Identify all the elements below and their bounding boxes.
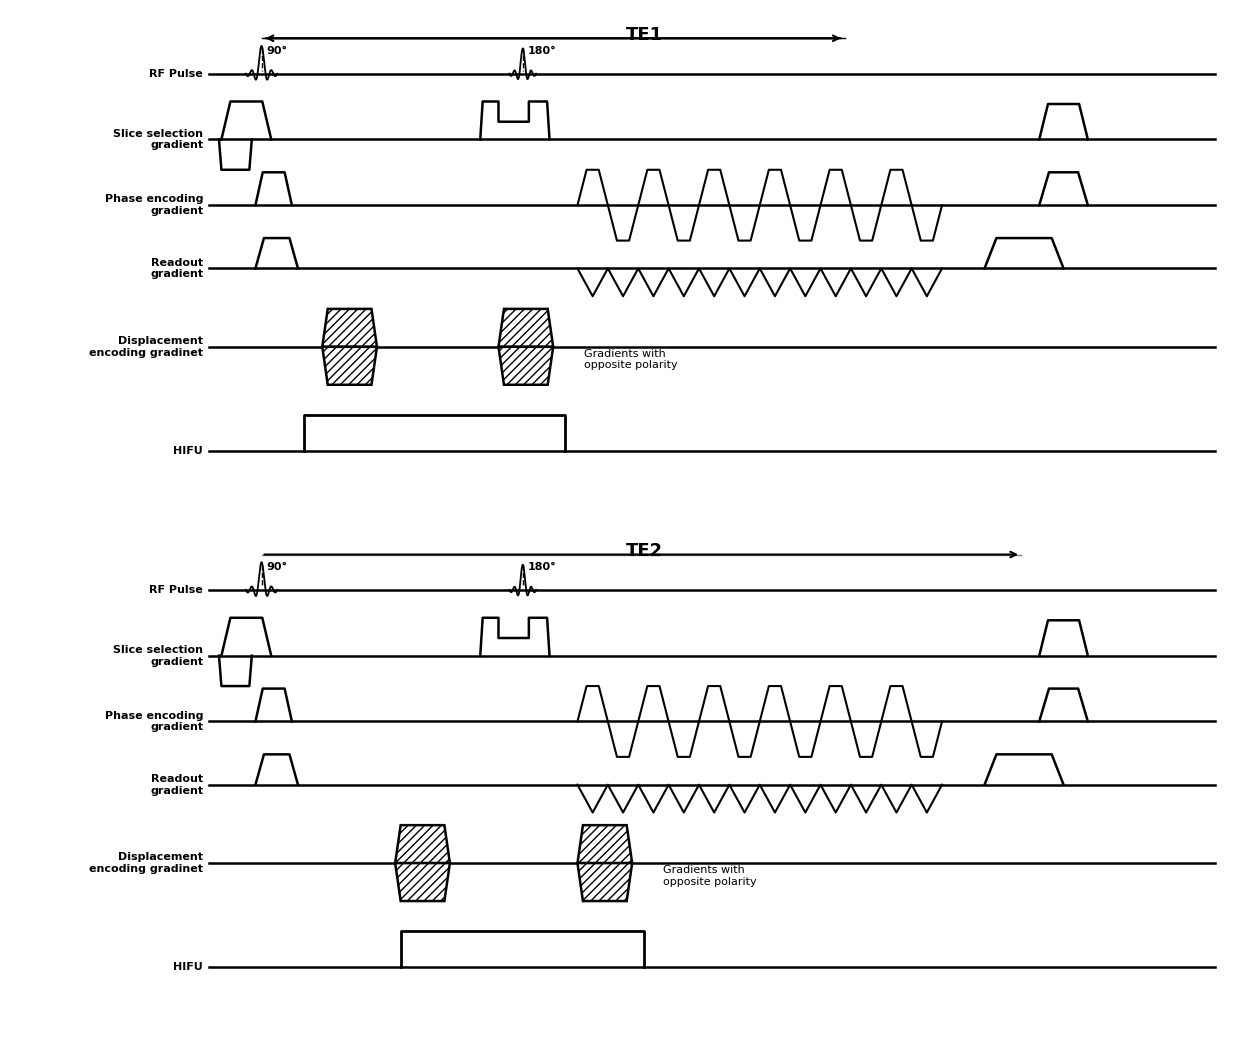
Text: Readout
gradient: Readout gradient: [150, 774, 203, 796]
Text: RF Pulse: RF Pulse: [150, 585, 203, 595]
Text: TE2: TE2: [626, 542, 663, 560]
Text: 90°: 90°: [267, 46, 288, 56]
Text: Phase encoding
gradient: Phase encoding gradient: [104, 194, 203, 216]
Polygon shape: [322, 347, 377, 385]
Text: Slice selection
gradient: Slice selection gradient: [113, 645, 203, 666]
Text: HIFU: HIFU: [174, 445, 203, 456]
Text: Gradients with
opposite polarity: Gradients with opposite polarity: [662, 865, 756, 887]
Polygon shape: [498, 347, 553, 385]
Polygon shape: [578, 825, 632, 864]
Text: Slice selection
gradient: Slice selection gradient: [113, 128, 203, 150]
Text: RF Pulse: RF Pulse: [150, 69, 203, 78]
Text: 180°: 180°: [528, 46, 557, 56]
Text: Displacement
encoding gradinet: Displacement encoding gradinet: [89, 336, 203, 358]
Polygon shape: [322, 309, 377, 347]
Polygon shape: [396, 864, 450, 901]
Text: 90°: 90°: [267, 562, 288, 573]
Polygon shape: [498, 309, 553, 347]
Text: HIFU: HIFU: [174, 962, 203, 972]
Text: Readout
gradient: Readout gradient: [150, 258, 203, 280]
Text: 180°: 180°: [528, 562, 557, 573]
Text: Phase encoding
gradient: Phase encoding gradient: [104, 710, 203, 732]
Text: Gradients with
opposite polarity: Gradients with opposite polarity: [584, 348, 677, 370]
Text: Displacement
encoding gradinet: Displacement encoding gradinet: [89, 852, 203, 874]
Text: TE1: TE1: [626, 26, 663, 44]
Polygon shape: [578, 864, 632, 901]
Polygon shape: [396, 825, 450, 864]
